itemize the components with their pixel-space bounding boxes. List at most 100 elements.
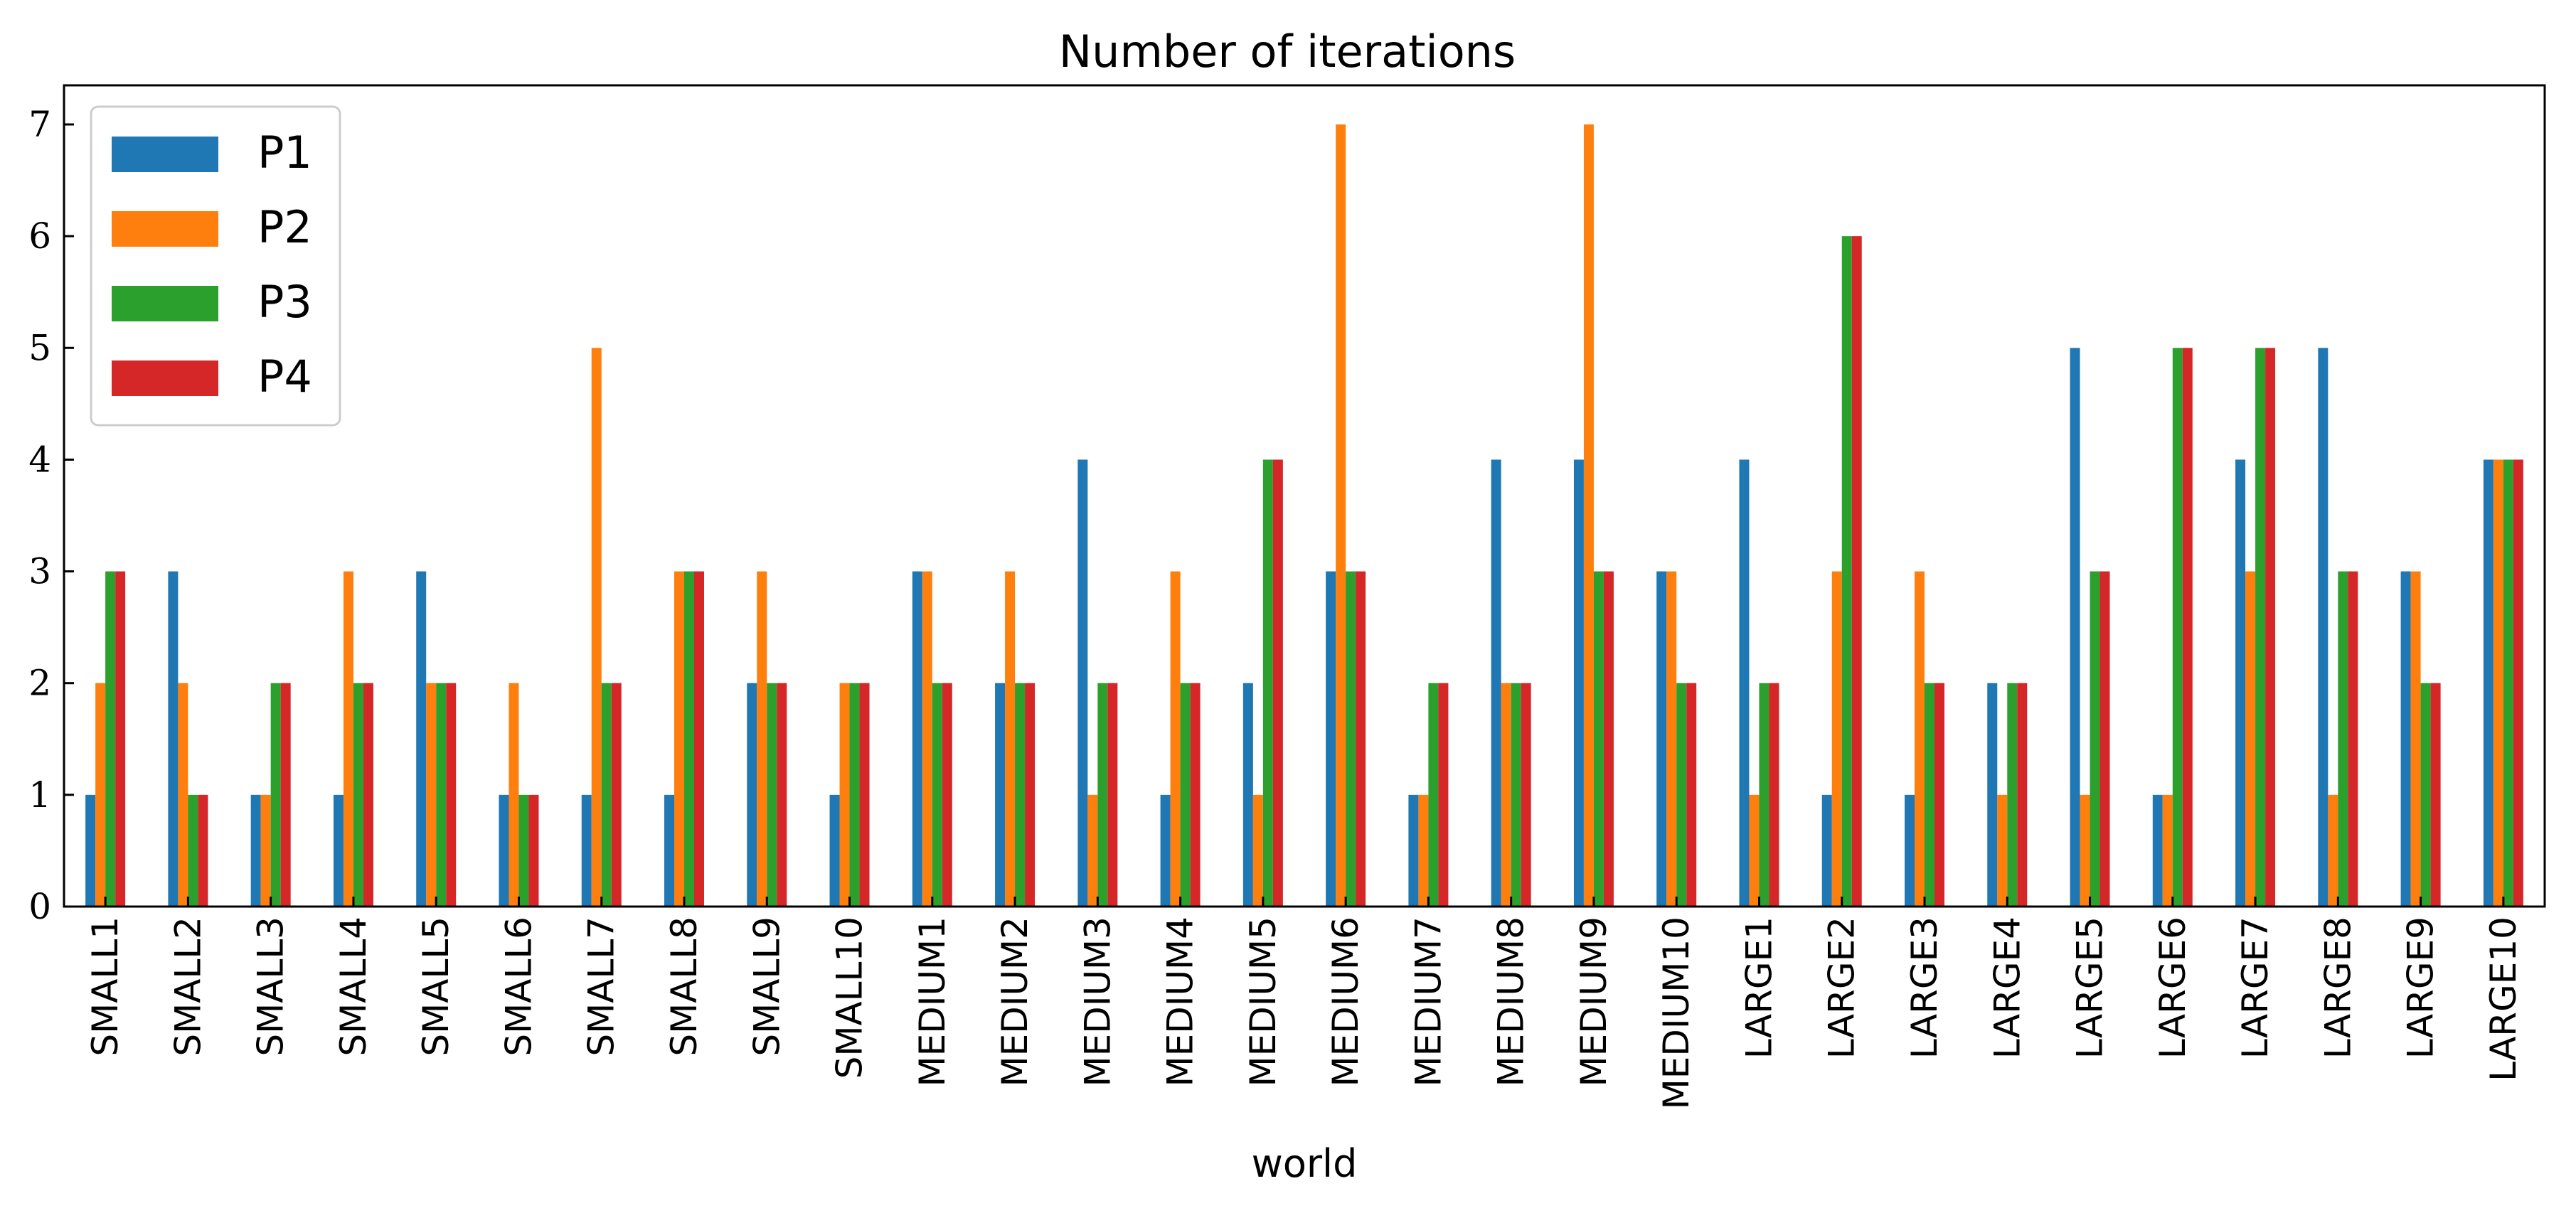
bar-p4-small5 [446,683,457,907]
bar-p2-medium9 [1583,124,1594,907]
bar-p4-medium5 [1272,459,1283,907]
bar-p2-medium10 [1666,571,1677,907]
bar-p1-large3 [1905,794,1915,907]
bar-p1-medium9 [1573,459,1584,907]
bar-p3-small3 [270,683,281,907]
bar-p2-medium5 [1252,794,1263,907]
bar-p3-small7 [601,683,612,907]
bar-p1-small4 [333,794,344,907]
bar-p1-small3 [250,794,261,907]
bar-p2-medium6 [1336,124,1346,907]
bar-p1-medium10 [1656,571,1667,907]
y-axis: 0 1 2 3 4 5 6 7 [28,104,74,927]
bar-p2-medium3 [1087,794,1098,907]
bar-p4-medium6 [1356,571,1366,907]
x-tick-label: LARGE8 [2317,917,2358,1059]
x-tick-label: MEDIUM1 [912,917,953,1087]
bar-p2-large1 [1749,794,1760,907]
legend-swatch-p3 [112,286,218,321]
bar-p3-small5 [436,683,447,907]
bar-p3-large8 [2338,571,2348,907]
bar-p3-medium2 [1015,683,1026,907]
y-tick-label: 3 [28,551,51,592]
bar-p4-large6 [2182,348,2193,907]
bar-p1-medium5 [1242,683,1253,907]
bar-p2-medium7 [1418,794,1429,907]
x-tick-label: SMALL5 [415,917,457,1057]
bar-p3-medium5 [1262,459,1273,907]
bar-p4-large2 [1851,236,1862,907]
bar-p3-large2 [1841,236,1852,907]
chart-title: Number of iterations [1059,26,1516,78]
y-tick-label: 5 [28,327,51,368]
bar-p4-medium9 [1603,571,1614,907]
legend: P1 P2 P3 P4 [90,105,341,427]
bar-p3-small6 [518,794,529,907]
legend-box [90,105,341,427]
bar-p4-large8 [2348,571,2358,907]
bar-p4-large4 [2017,683,2028,907]
bar-p3-large3 [1925,683,1934,907]
bar-p1-medium3 [1077,459,1088,907]
x-tick-label: LARGE9 [2400,917,2442,1059]
x-tick-label: SMALL2 [167,917,208,1057]
bar-p2-small10 [839,683,850,907]
bar-p3-medium8 [1511,683,1521,907]
bar-p2-medium2 [1005,571,1016,907]
bar-p4-large9 [2430,683,2441,907]
x-tick-label: SMALL4 [333,917,374,1057]
plot-frame [63,84,2546,908]
legend-swatch-p4 [112,360,218,396]
bar-p4-small1 [115,571,126,907]
x-tick-label: MEDIUM6 [1325,917,1366,1087]
x-tick-label: LARGE2 [1821,917,1863,1059]
bar-p3-large9 [2420,683,2431,907]
bar-p2-medium8 [1501,683,1511,907]
bar-p3-medium6 [1346,571,1356,907]
bar-p1-small2 [168,571,179,907]
x-axis-label: world [1252,1141,1358,1186]
bar-p2-small4 [343,571,353,907]
x-tick-label: MEDIUM4 [1160,917,1201,1087]
x-tick-label: SMALL9 [746,917,787,1057]
bar-p3-large1 [1759,683,1769,907]
x-tick-label: SMALL1 [85,917,126,1057]
y-tick-label: 1 [28,774,51,816]
bar-p3-small2 [188,794,198,907]
bar-p2-large2 [1831,571,1842,907]
x-tick-label: MEDIUM9 [1573,917,1614,1087]
bar-p3-medium7 [1428,683,1439,907]
bar-p1-medium8 [1491,459,1501,907]
x-tick-label: LARGE5 [2070,917,2111,1059]
bar-p2-small1 [95,683,106,907]
bar-p1-large1 [1739,459,1750,907]
bar-p3-large10 [2503,459,2513,907]
bar-p4-large1 [1769,683,1779,907]
bar-p1-medium1 [912,571,922,907]
bar-p3-small9 [767,683,777,907]
bar-p3-medium9 [1593,571,1604,907]
bar-p1-large7 [2235,459,2246,907]
bar-p4-medium3 [1107,683,1118,907]
legend-label-p4: P4 [257,351,312,402]
bar-p1-medium2 [995,683,1006,907]
bar-p3-small4 [353,683,363,907]
bar-p4-small10 [859,683,870,907]
bar-p2-medium4 [1170,571,1181,907]
bar-p4-large10 [2513,459,2523,907]
bar-p2-small7 [591,348,602,907]
legend-label-p3: P3 [257,276,312,328]
bar-p4-small4 [363,683,373,907]
x-tick-label: LARGE10 [2483,917,2524,1081]
bar-p1-large5 [2070,348,2080,907]
bars-group [85,124,2523,907]
bar-p3-medium1 [932,683,942,907]
bar-p1-large8 [2318,348,2328,907]
bar-p4-medium1 [942,683,952,907]
bar-p4-small9 [777,683,787,907]
bar-p2-medium1 [922,571,932,907]
x-tick-label: MEDIUM10 [1656,917,1697,1109]
bar-p4-small2 [198,794,208,907]
bar-p1-medium4 [1160,794,1171,907]
